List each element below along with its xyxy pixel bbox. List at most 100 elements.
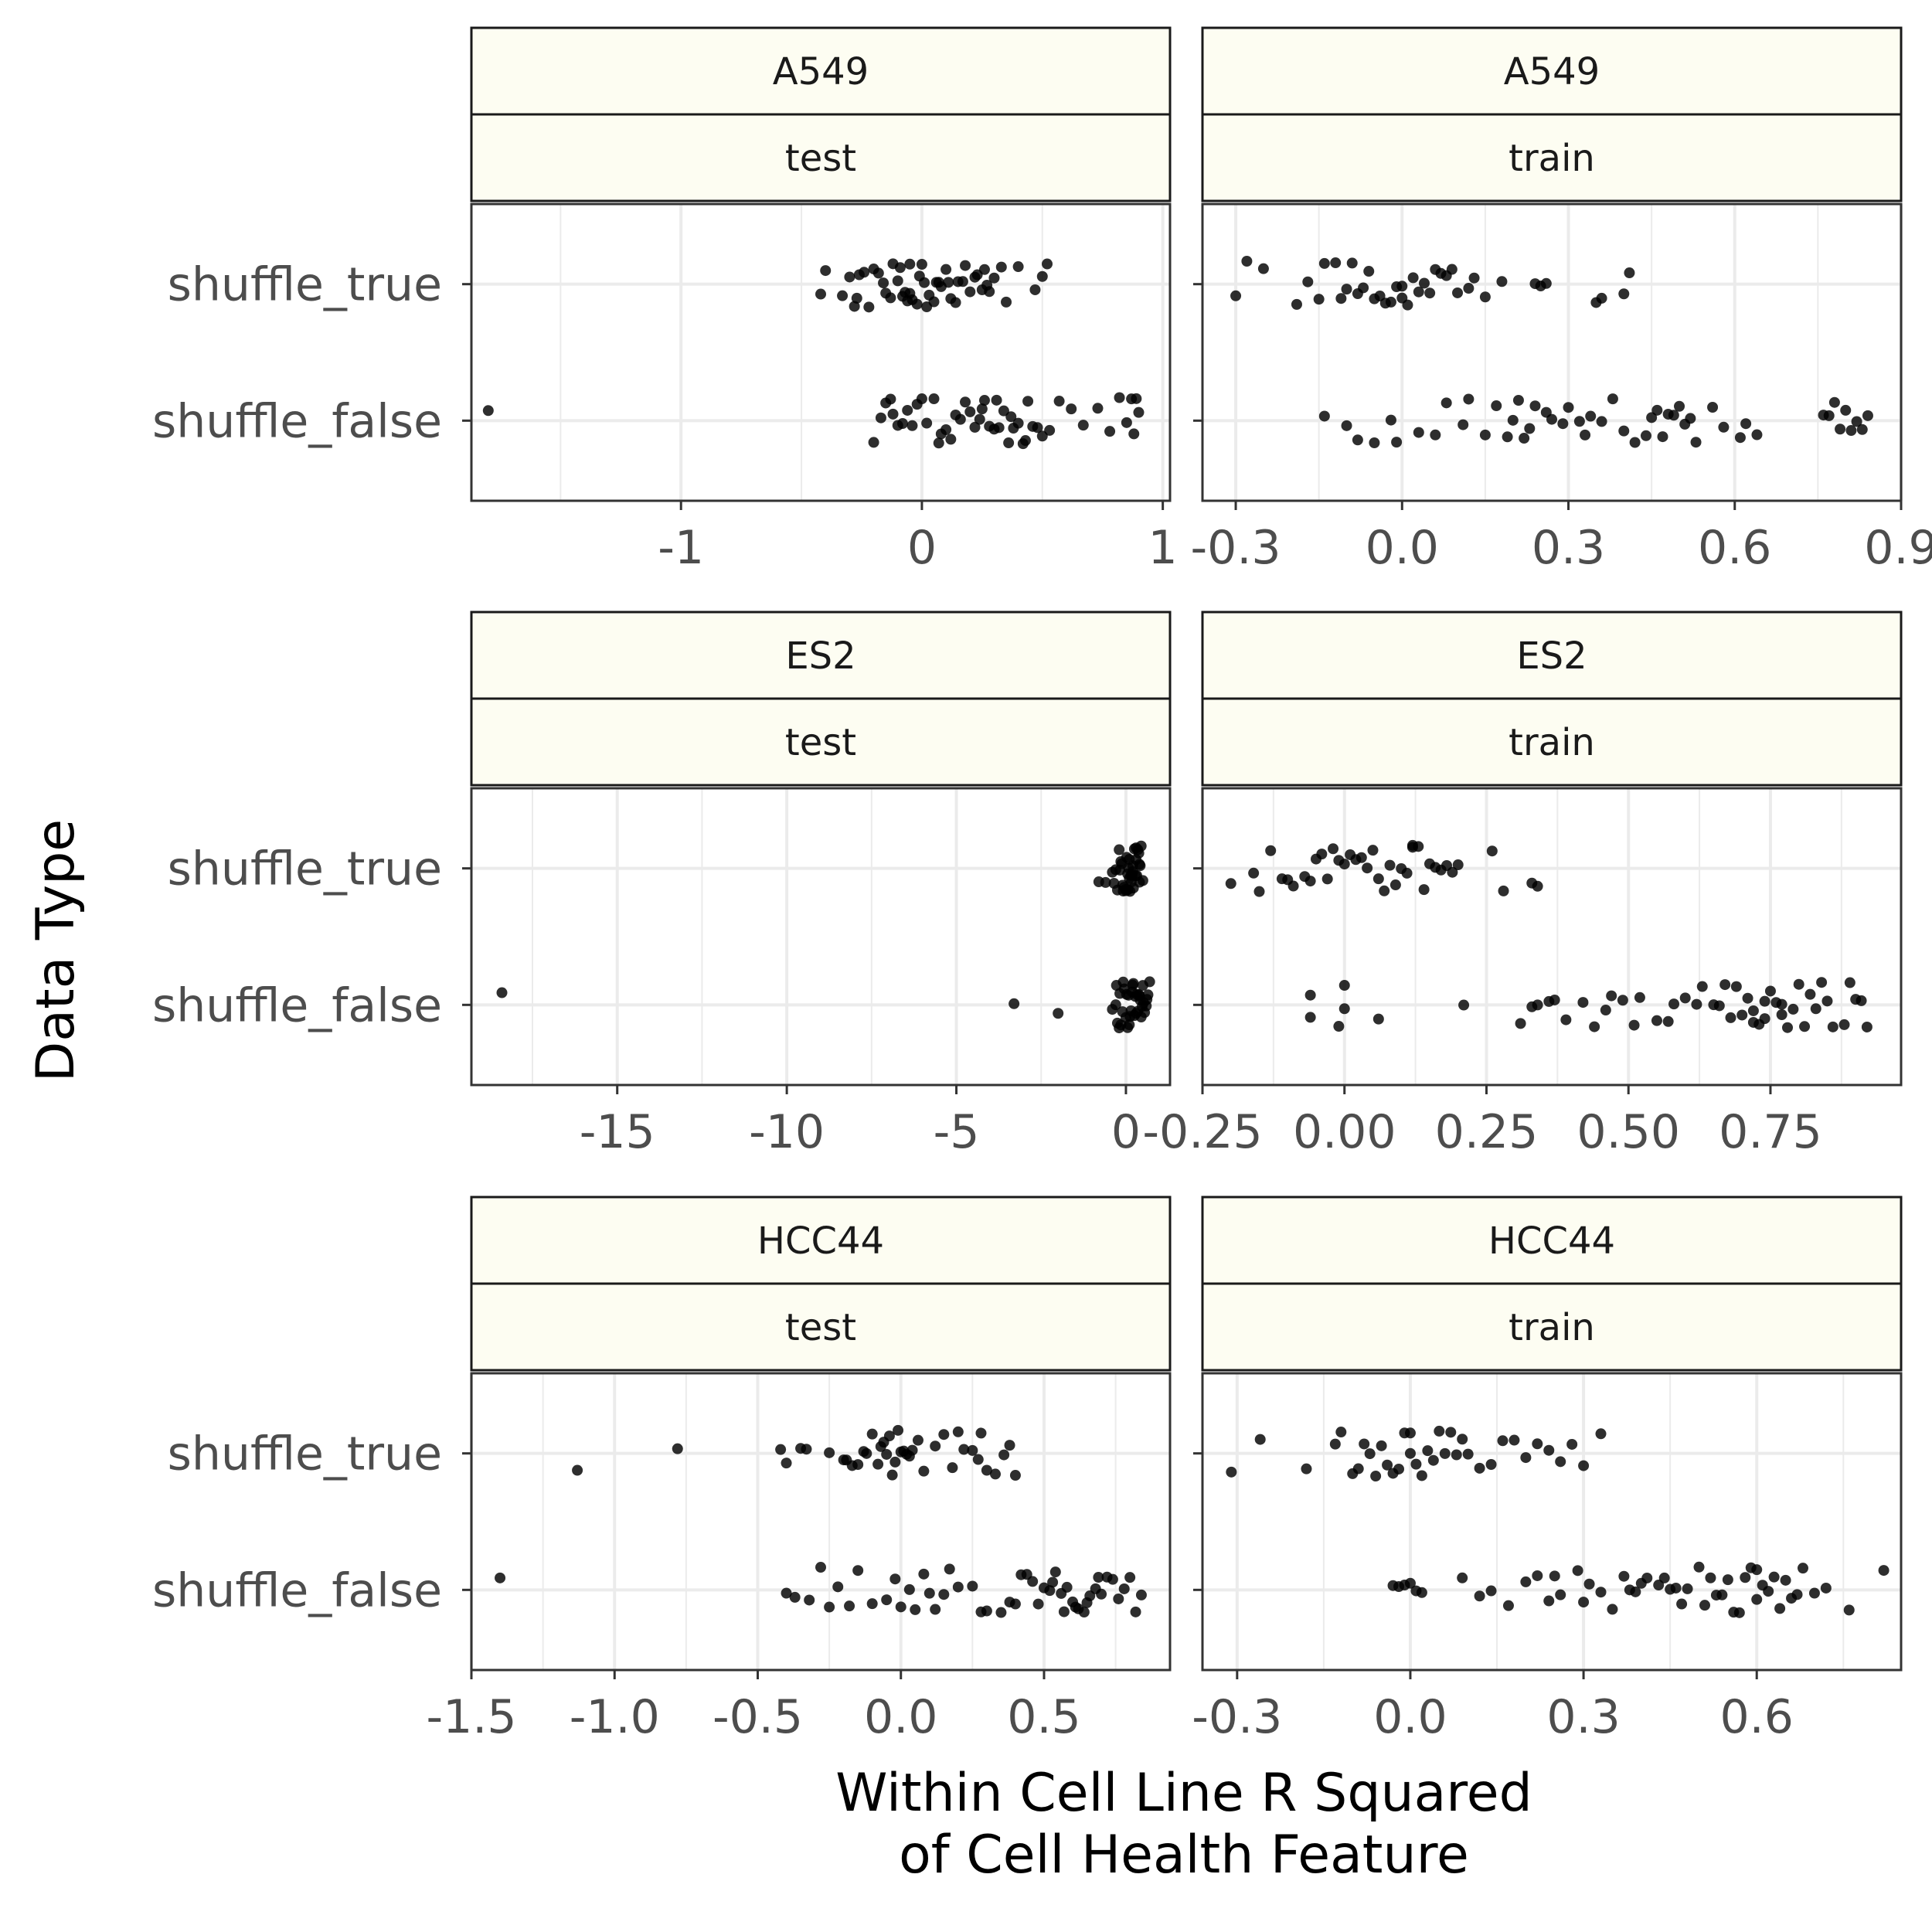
data-point (1114, 864, 1126, 876)
data-point (1734, 432, 1746, 444)
data-point (991, 394, 1002, 406)
data-point (975, 1427, 987, 1439)
data-point (1458, 999, 1470, 1011)
data-point (1572, 1565, 1583, 1577)
data-point (1114, 844, 1125, 855)
x-tick-label: -1 (658, 521, 704, 575)
data-point (1416, 1587, 1427, 1598)
data-point (1291, 298, 1302, 310)
data-point (1078, 1607, 1090, 1618)
data-point (868, 437, 879, 448)
data-point (1440, 397, 1452, 409)
data-point (1434, 1425, 1445, 1437)
data-point (1131, 854, 1142, 866)
x-tick-label: -0.3 (1192, 1690, 1282, 1744)
data-point (1241, 255, 1253, 267)
data-point (1549, 994, 1560, 1005)
y-tick-label: shuffle_false (152, 1563, 442, 1617)
data-point (1029, 284, 1041, 295)
y-tick-label: shuffle_false (152, 978, 442, 1032)
data-point (1135, 1589, 1147, 1600)
data-point (1410, 1458, 1422, 1470)
data-point (998, 405, 1009, 417)
data-point (978, 264, 990, 275)
data-point (1061, 1581, 1073, 1593)
data-point (1690, 437, 1702, 448)
facet-panel: ES2 test -15 -10 -5 0 shuffle_true shuffle_fals… (152, 611, 1172, 1159)
data-point (1404, 1447, 1416, 1459)
data-point (1682, 1583, 1693, 1594)
data-point (859, 267, 870, 278)
data-point (1468, 272, 1480, 284)
data-point (1133, 406, 1145, 418)
data-point (1696, 981, 1708, 992)
data-point (1093, 1572, 1104, 1583)
data-point (1096, 1588, 1107, 1600)
data-point (1519, 433, 1530, 444)
data-point (1740, 418, 1752, 430)
data-point (672, 1443, 683, 1454)
data-point (1835, 423, 1846, 435)
data-point (1520, 1452, 1532, 1464)
data-point (1389, 879, 1401, 891)
x-axis-title-line1: Within Cell Line R Squared (835, 1763, 1532, 1824)
data-point (1430, 429, 1441, 440)
data-point (911, 298, 923, 310)
data-point (916, 393, 927, 405)
data-point (1370, 1471, 1382, 1482)
data-point (1384, 859, 1396, 871)
data-point (964, 286, 976, 298)
data-point (967, 1444, 978, 1456)
data-point (1445, 1427, 1457, 1438)
data-point (1555, 1589, 1566, 1600)
data-point (1679, 992, 1691, 1004)
data-point (1507, 414, 1519, 426)
data-point (1474, 1462, 1485, 1474)
data-point (1144, 976, 1155, 988)
data-point (930, 1440, 941, 1452)
facet-strip-cell-line-label: ES2 (1516, 634, 1587, 678)
data-point (1379, 885, 1390, 896)
x-tick-label: 0.9 (1864, 521, 1932, 575)
data-point (1113, 1593, 1124, 1604)
data-point (1036, 270, 1048, 282)
data-point (1341, 284, 1352, 295)
panel-border (1201, 1372, 1903, 1672)
data-point (1066, 403, 1077, 415)
data-point (1606, 990, 1617, 1002)
data-point (820, 265, 832, 277)
x-tick-label: 0.00 (1293, 1105, 1396, 1159)
facet-strip (470, 1282, 1172, 1372)
data-point (1543, 1444, 1555, 1456)
data-point (1600, 1005, 1611, 1016)
data-point (1618, 1570, 1630, 1582)
data-point (1385, 296, 1396, 308)
data-point (1418, 884, 1430, 896)
data-point (1393, 1463, 1405, 1475)
facet-strip-cell-line-label: ES2 (785, 634, 855, 678)
data-point (1607, 1604, 1618, 1615)
data-point (1304, 1012, 1316, 1023)
data-point (1022, 396, 1034, 407)
data-point (1618, 288, 1630, 300)
data-point (1676, 1598, 1688, 1610)
data-point (1358, 282, 1369, 294)
data-point (1108, 878, 1120, 889)
data-point (837, 290, 849, 301)
data-point (872, 267, 884, 279)
data-point (1265, 845, 1277, 856)
data-point (1124, 1019, 1135, 1031)
data-point (866, 1598, 878, 1610)
data-point (918, 1568, 930, 1580)
data-point (1362, 862, 1373, 874)
data-point (1630, 1586, 1641, 1597)
data-point (887, 408, 899, 420)
data-point (1716, 1589, 1728, 1600)
y-tick-label: shuffle_true (168, 1427, 442, 1481)
data-point (1549, 1570, 1560, 1582)
data-point (1479, 429, 1491, 440)
x-tick-label: -1.5 (426, 1690, 516, 1744)
data-point (1736, 1009, 1748, 1021)
data-point (1691, 998, 1702, 1010)
